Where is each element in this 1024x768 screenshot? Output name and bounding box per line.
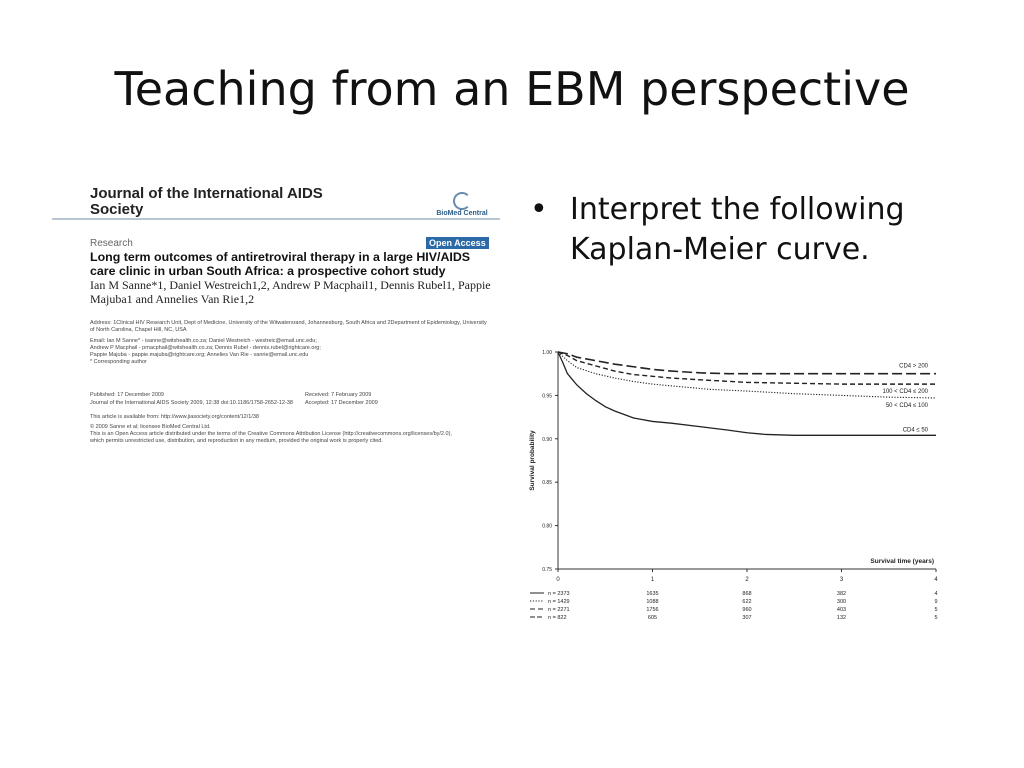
- publisher-name: BioMed Central: [436, 210, 488, 217]
- y-axis-label: Survival probability: [529, 430, 536, 491]
- risk-value: 1756: [646, 607, 658, 613]
- journal-name: Journal of the International AIDS Societ…: [90, 185, 323, 218]
- y-tick-label: 0.90: [542, 437, 552, 443]
- x-axis-label: Survival time (years): [870, 558, 934, 565]
- series-label-0: CD4 > 200: [899, 364, 929, 370]
- km-chart: 0.75 0.80 0.85 0.90 0.95 1.00 0 1 2 3 4 Survival pr…: [524, 342, 944, 632]
- risk-value: 622: [742, 599, 751, 605]
- article-license-2: which permits unrestricted use, distribu…: [90, 438, 383, 444]
- article-email-1: Email: Ian M Sanne* - isanne@witshealth.…: [90, 338, 317, 344]
- risk-value: 960: [742, 607, 751, 613]
- article-header-image: Journal of the International AIDS Societ…: [52, 180, 500, 460]
- risk-value: n = 822: [548, 615, 567, 621]
- slide-title: Teaching from an EBM perspective: [114, 62, 910, 116]
- bullet-dot-icon: •: [530, 192, 548, 227]
- article-authors: Ian M Sanne*1, Daniel Westreich1,2, Andr…: [90, 278, 491, 306]
- risk-value: 5: [934, 607, 937, 613]
- article-address: Address: 1Clinical HIV Research Unit, De…: [90, 320, 487, 333]
- km-curve-1: [557, 351, 936, 385]
- bullet-text: Interpret the following Kaplan-Meier cur…: [570, 192, 905, 267]
- risk-value: 382: [837, 591, 846, 597]
- km-curve-2: [557, 351, 937, 399]
- article-received: Received: 7 February 2009: [305, 392, 372, 398]
- series-label-2: 50 < CD4 ≤ 100: [886, 403, 929, 409]
- risk-value: 5: [934, 615, 937, 621]
- y-tick-label: 1.00: [542, 350, 552, 356]
- risk-value: 132: [837, 615, 846, 621]
- article-license-1: This is an Open Access article distribut…: [90, 431, 452, 437]
- article-citation: Journal of the International AIDS Societ…: [90, 400, 293, 406]
- risk-value: 307: [742, 615, 751, 621]
- risk-value: 9: [934, 599, 937, 605]
- article-title: Long term outcomes of antiretroviral the…: [90, 250, 471, 278]
- km-curve-3: [557, 351, 936, 436]
- risk-value: 868: [742, 591, 751, 597]
- article-published: Published: 17 December 2009: [90, 392, 164, 398]
- risk-value: n = 2271: [548, 607, 570, 613]
- article-available: This article is available from: http://w…: [90, 414, 259, 420]
- article-email-3: Pappie Majuba - pappie.majuba@rightcare.…: [90, 352, 309, 358]
- y-tick-label: 0.85: [542, 480, 552, 486]
- y-tick-label: 0.95: [542, 393, 552, 399]
- biomed-logo-icon: [453, 192, 471, 210]
- article-accepted: Accepted: 17 December 2009: [305, 400, 378, 406]
- header-rule: [52, 218, 500, 220]
- risk-value: 1635: [646, 591, 658, 597]
- km-chart-svg: 0.75 0.80 0.85 0.90 0.95 1.00 0 1 2 3 4 Survival pr…: [529, 350, 938, 621]
- series-label-3: CD4 ≤ 50: [903, 427, 929, 433]
- risk-value: 403: [837, 607, 846, 613]
- x-tick-label: 4: [934, 577, 938, 583]
- y-tick-label: 0.75: [542, 567, 552, 573]
- risk-value: 4: [934, 591, 937, 597]
- article-corresponding: * Corresponding author: [90, 359, 147, 365]
- article-type: Research: [90, 238, 133, 249]
- x-tick-label: 0: [556, 577, 560, 583]
- series-label-1: 100 < CD4 ≤ 200: [883, 389, 929, 395]
- x-tick-label: 3: [840, 577, 844, 583]
- risk-value: 1088: [646, 599, 658, 605]
- y-tick-label: 0.80: [542, 524, 552, 530]
- article-email-2: Andrew P Macphail - pmacphail@witshealth…: [90, 345, 321, 351]
- x-tick-label: 2: [745, 577, 749, 583]
- km-curve-0: [557, 351, 936, 375]
- x-tick-label: 1: [651, 577, 655, 583]
- open-access-badge: Open Access: [426, 237, 489, 249]
- publisher-logo: BioMed Central: [432, 192, 492, 217]
- risk-value: n = 1429: [548, 599, 570, 605]
- risk-value: 300: [837, 599, 846, 605]
- risk-value: 605: [648, 615, 657, 621]
- article-copyright: © 2009 Sanne et al; licensee BioMed Cent…: [90, 424, 211, 430]
- risk-value: n = 2373: [548, 591, 570, 597]
